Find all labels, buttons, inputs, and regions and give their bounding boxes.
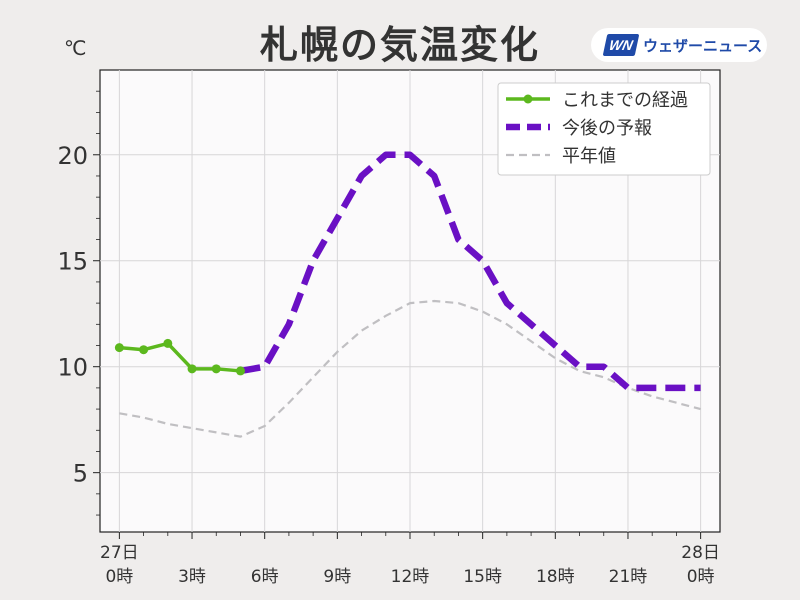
x-tick-label: 9時 — [323, 567, 351, 587]
x-tick-label: 6時 — [251, 567, 279, 587]
legend-label: 今後の予報 — [562, 118, 652, 139]
y-tick-label: 5 — [73, 460, 88, 488]
series-layer — [114, 151, 701, 438]
y-axis-unit-label: ℃ — [64, 36, 87, 60]
series-line-2 — [119, 299, 701, 438]
data-point — [139, 345, 149, 355]
data-point — [163, 338, 173, 348]
x-tick-label: 27日 — [100, 543, 139, 563]
data-point — [114, 343, 124, 353]
axis-labels: 5 10 15 20 27日 0時 3時 6時 9時 12時 15時 18時 21時 28日 0時 — [57, 142, 719, 587]
x-tick-label: 0時 — [105, 567, 133, 587]
x-tick-label: 28日 — [681, 543, 720, 563]
data-point — [235, 366, 245, 376]
x-tick-label: 12時 — [391, 567, 430, 587]
series-line-1 — [239, 151, 701, 392]
legend-marker — [523, 94, 533, 104]
x-tick-label: 3時 — [178, 567, 206, 587]
data-point — [211, 364, 221, 374]
brand-name: ウェザーニュース — [643, 36, 763, 55]
x-tick-label: 18時 — [536, 567, 575, 587]
chart-title: 札幌の気温変化 — [259, 23, 540, 67]
legend-label: これまでの経過 — [562, 90, 688, 111]
x-tick-label: 21時 — [609, 567, 648, 587]
weathernews-logo[interactable]: WN ウェザーニュース — [591, 28, 767, 62]
data-point — [187, 364, 197, 374]
x-tick-label: 15時 — [463, 567, 502, 587]
legend-box — [497, 82, 711, 176]
y-tick-label: 20 — [57, 142, 88, 170]
legend-label: 平年値 — [562, 146, 616, 167]
y-tick-label: 10 — [57, 354, 88, 382]
minor-ticks — [93, 90, 702, 539]
x-tick-label: 0時 — [687, 567, 715, 587]
y-tick-label: 15 — [57, 248, 88, 276]
